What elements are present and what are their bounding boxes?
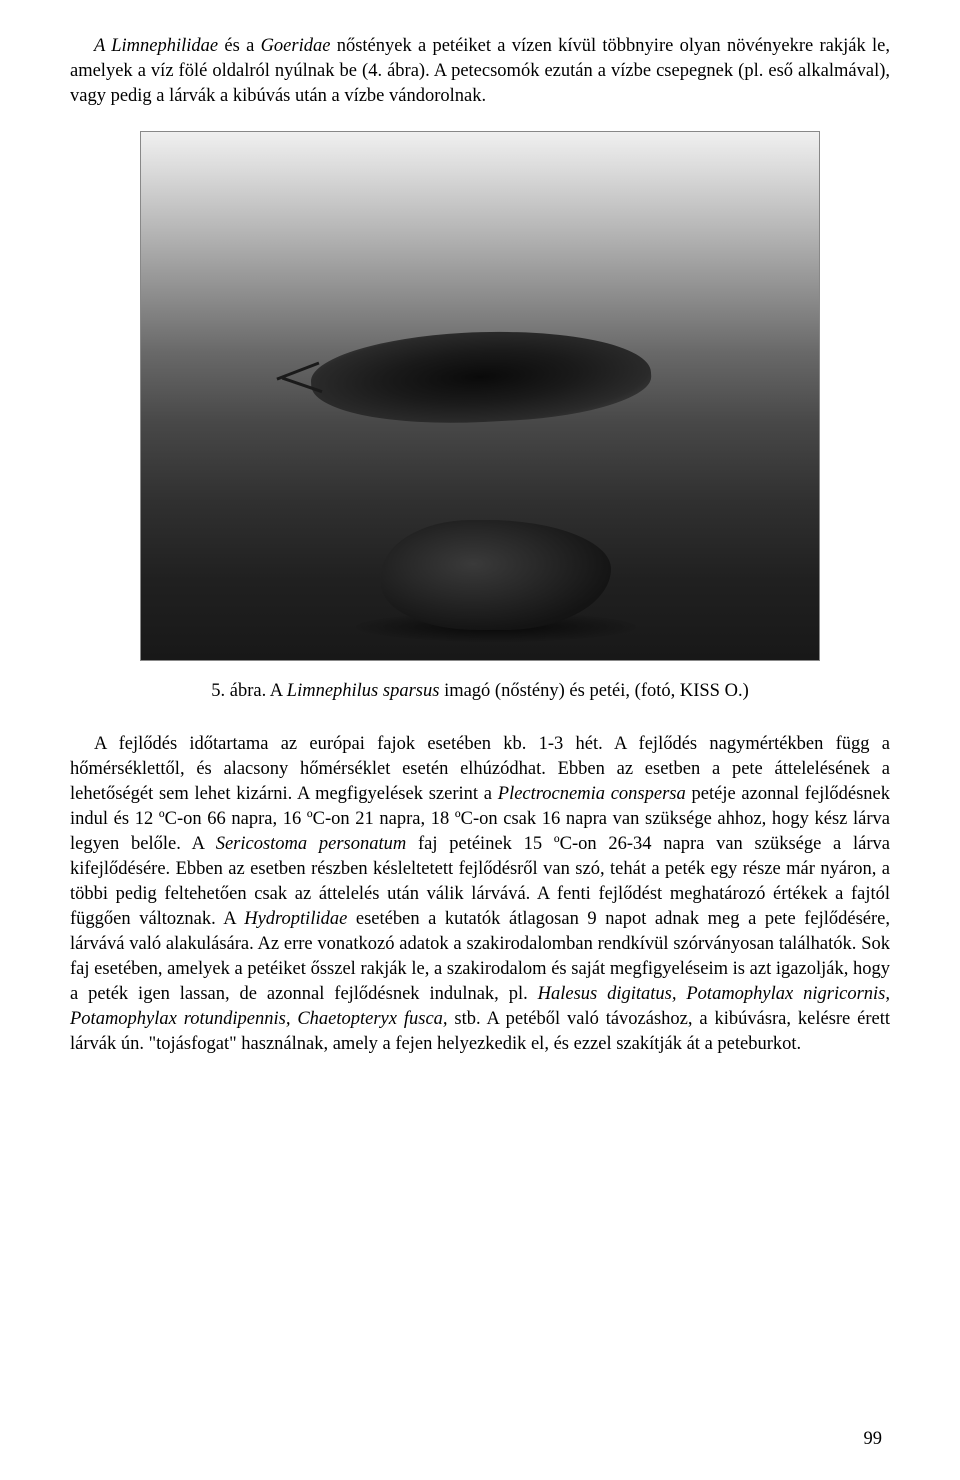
paragraph-2: A fejlődés időtartama az európai fajok e…	[70, 732, 890, 1057]
taxon-name: Plectrocnemia conspersa	[498, 784, 686, 804]
taxon-name: Goeridae	[261, 36, 331, 56]
figure-eggmass-shape	[381, 520, 611, 630]
paragraph-1: A Limnephilidae és a Goeridae nőstények …	[70, 34, 890, 109]
figure-insect-shape	[309, 323, 653, 431]
figure-container	[70, 131, 890, 661]
figure-caption: 5. ábra. A Limnephilus sparsus imagó (nő…	[70, 679, 890, 704]
taxon-name: Hydroptilidae	[244, 909, 347, 929]
taxon-name: Sericostoma personatum	[216, 834, 407, 854]
text-run: és a	[218, 36, 260, 56]
taxon-name: Limnephilus sparsus	[287, 681, 440, 701]
caption-prefix: 5. ábra. A	[211, 681, 287, 701]
caption-suffix: imagó (nőstény) és petéi, (fotó, KISS O.…	[439, 681, 748, 701]
taxon-name: A Limnephilidae	[94, 36, 218, 56]
page-number: 99	[864, 1429, 883, 1450]
figure-photo	[140, 131, 820, 661]
